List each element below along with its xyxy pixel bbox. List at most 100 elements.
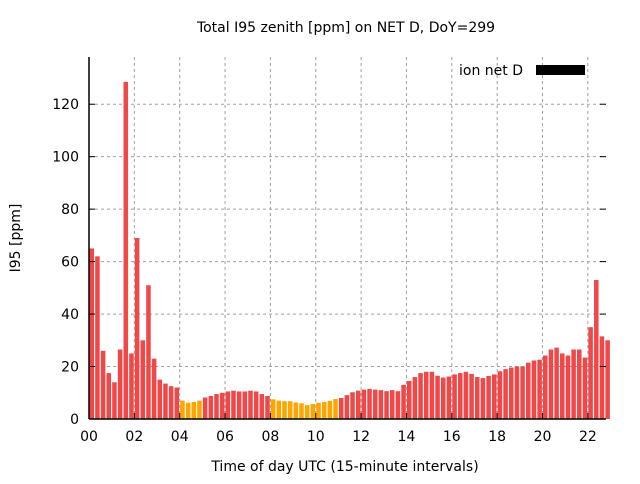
- bar: [367, 388, 372, 419]
- bar: [197, 400, 202, 419]
- grid-lines: [89, 57, 606, 419]
- y-tick-label: 40: [61, 307, 79, 323]
- bar: [327, 400, 333, 419]
- bar: [287, 401, 293, 419]
- bar: [543, 355, 548, 419]
- x-tick-label: 04: [171, 429, 189, 445]
- bar: [310, 404, 316, 419]
- bar: [418, 373, 423, 419]
- bar: [282, 401, 287, 419]
- bar: [236, 391, 242, 419]
- legend: ion net D: [459, 63, 585, 79]
- bar: [577, 349, 582, 419]
- bar: [395, 391, 401, 419]
- bar: [594, 279, 599, 419]
- legend-swatch: [536, 65, 585, 75]
- x-tick-label: 20: [534, 429, 552, 445]
- bar: [191, 401, 197, 419]
- bar: [231, 390, 236, 419]
- bar: [134, 238, 140, 419]
- y-tick-label: 80: [61, 202, 79, 218]
- bar: [457, 373, 463, 419]
- bar: [151, 358, 157, 419]
- chart-title: Total I95 zenith [ppm] on NET D, DoY=299: [196, 20, 495, 36]
- bar: [293, 402, 299, 419]
- bar: [520, 366, 525, 419]
- x-axis-label: Time of day UTC (15-minute intervals): [210, 459, 478, 475]
- y-tick-label: 60: [61, 255, 79, 271]
- legend-label: ion net D: [459, 63, 523, 79]
- bar: [112, 382, 117, 419]
- bar: [526, 362, 531, 419]
- bar: [140, 340, 146, 419]
- bar: [146, 285, 151, 419]
- y-tick-label: 100: [52, 150, 79, 166]
- bar: [208, 395, 214, 419]
- bar: [531, 360, 537, 419]
- bar: [168, 386, 174, 419]
- y-tick-label: 120: [52, 97, 79, 113]
- bars: [89, 81, 610, 419]
- bar: [253, 391, 259, 419]
- bar: [463, 371, 469, 419]
- bar: [514, 366, 520, 419]
- bar: [299, 403, 304, 419]
- bar: [242, 391, 248, 419]
- bar: [174, 387, 180, 419]
- bar: [486, 375, 491, 419]
- bar: [333, 399, 338, 419]
- x-tick-label: 22: [579, 429, 597, 445]
- bar: [95, 256, 100, 419]
- bar: [503, 369, 508, 419]
- bar: [180, 400, 185, 419]
- bar: [412, 377, 418, 419]
- y-tick-label: 20: [61, 360, 79, 376]
- bar: [270, 399, 276, 419]
- x-tick-label: 16: [443, 429, 461, 445]
- bar: [117, 349, 123, 419]
- bar: [157, 379, 163, 419]
- bar: [350, 392, 355, 419]
- bar: [565, 355, 571, 419]
- bar: [248, 390, 253, 419]
- bar: [440, 377, 446, 419]
- bar: [582, 357, 588, 419]
- axes: [88, 57, 606, 420]
- bar: [497, 371, 503, 419]
- bar: [304, 405, 310, 419]
- bar: [316, 402, 321, 419]
- bar: [100, 350, 106, 419]
- bar: [508, 367, 514, 419]
- bar: [599, 336, 605, 419]
- bar: [537, 359, 542, 419]
- bar: [554, 347, 559, 419]
- bar: [219, 392, 225, 419]
- x-tick-label: 08: [261, 429, 279, 445]
- bar: [225, 391, 231, 419]
- bar: [163, 383, 168, 419]
- bar: [435, 375, 440, 419]
- bar: [588, 327, 593, 419]
- bar: [384, 391, 389, 419]
- bar: [406, 380, 412, 419]
- bar: [265, 395, 270, 419]
- tick-labels: 0 20 40 60 80 100 120 00 02 04 06 08 10 12 14 16 18 20 22: [52, 97, 597, 445]
- bar: [401, 384, 406, 419]
- bar: [469, 373, 474, 419]
- bar: [338, 398, 344, 419]
- bar: [480, 378, 486, 419]
- bar: [548, 349, 554, 419]
- bar: [89, 248, 95, 419]
- bar: [571, 349, 576, 419]
- x-tick-label: 10: [307, 429, 325, 445]
- x-tick-label: 12: [352, 429, 370, 445]
- bar: [123, 81, 129, 419]
- bar: [560, 353, 565, 419]
- bar: [361, 389, 367, 419]
- bar: [389, 390, 395, 419]
- bar: [321, 401, 327, 419]
- y-axis-label: I95 [ppm]: [8, 204, 24, 273]
- bar: [605, 340, 610, 419]
